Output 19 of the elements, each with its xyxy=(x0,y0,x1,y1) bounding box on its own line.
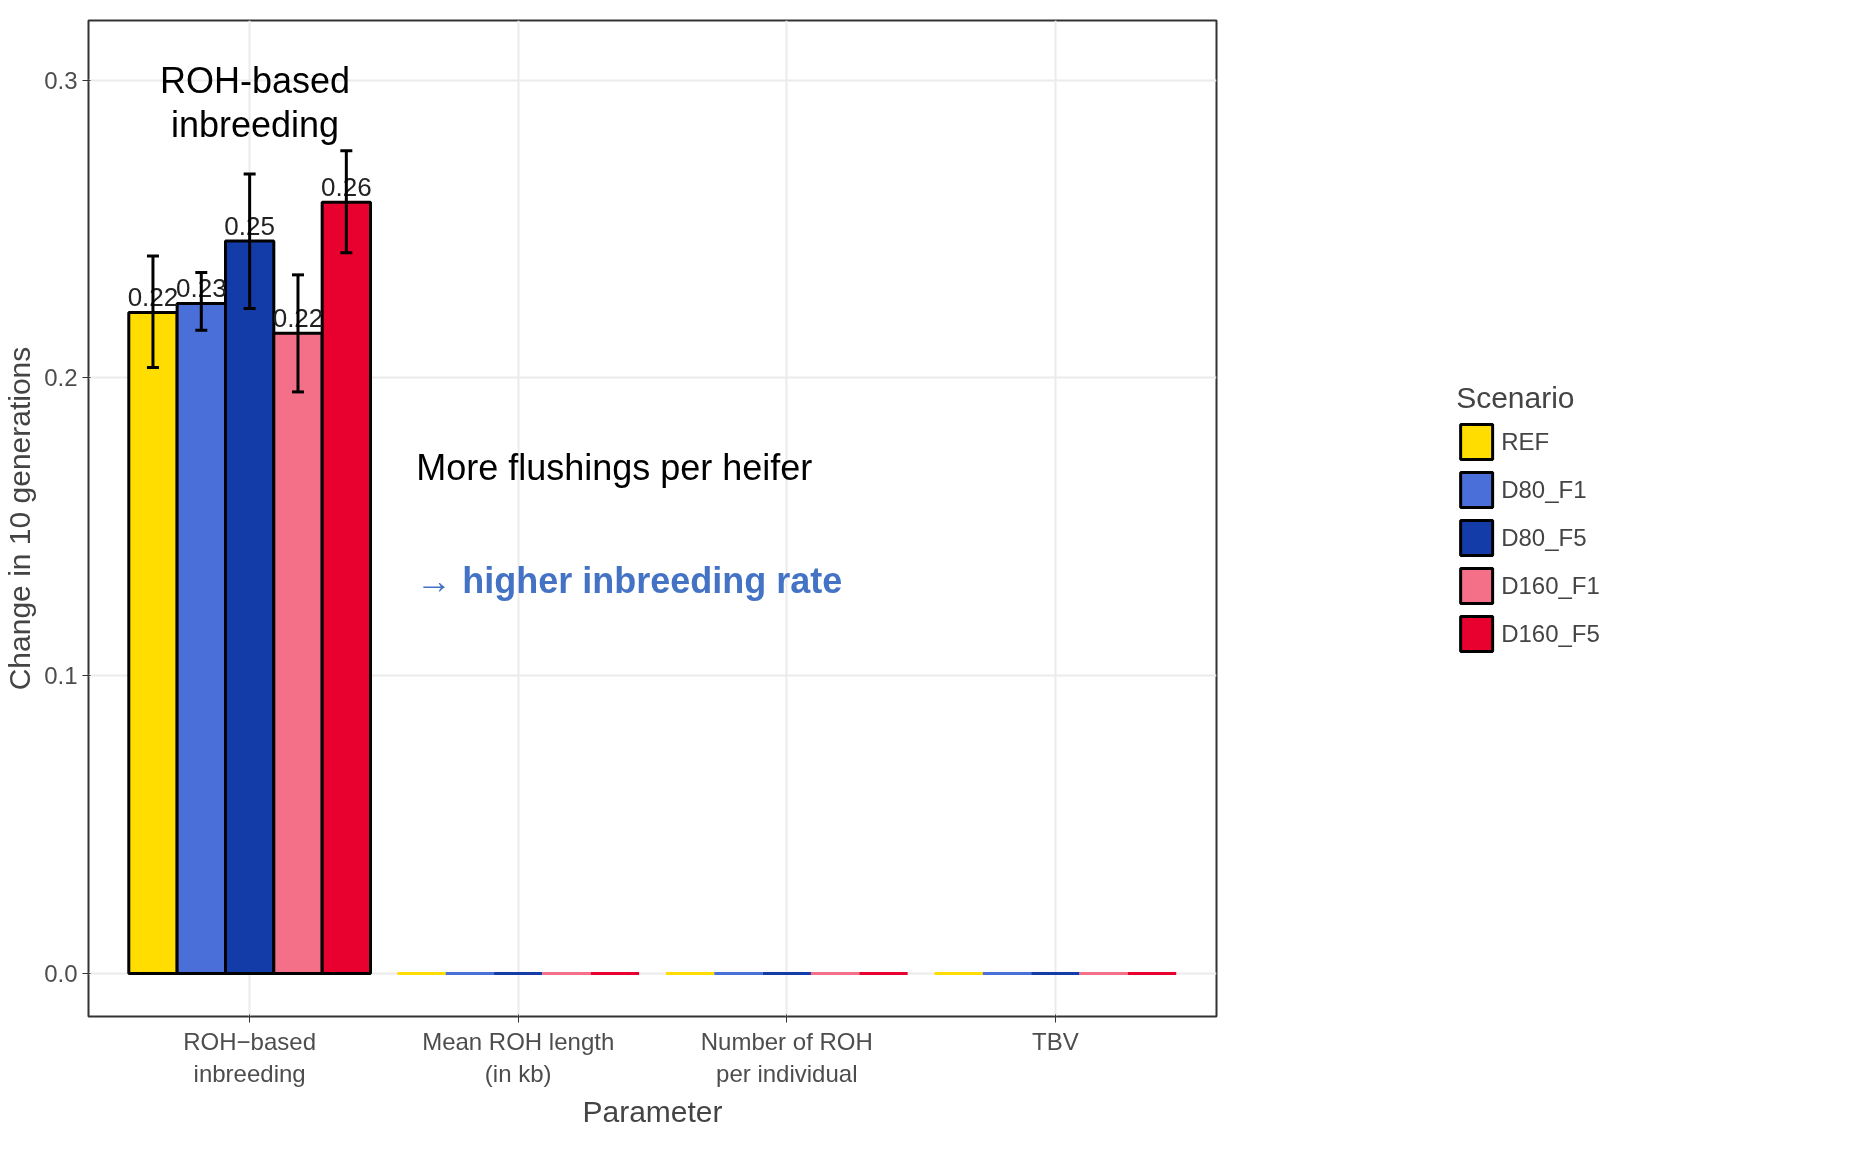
x-tick-label: ROH−based inbreeding xyxy=(183,1027,317,1087)
x-tick-label: TBV xyxy=(1032,1027,1079,1055)
legend-label: D80_F5 xyxy=(1501,523,1587,552)
annotation: More flushings per heifer xyxy=(416,446,813,488)
legend-label: D160_F5 xyxy=(1501,619,1600,648)
y-tick-label: 0.0 xyxy=(44,960,78,988)
x-axis-title: Parameter xyxy=(582,1094,723,1128)
annotation: ROH-based inbreeding xyxy=(159,59,351,145)
y-axis-title: Change in 10 generations xyxy=(3,346,37,691)
annotation: → higher inbreeding rate xyxy=(416,559,843,601)
legend-label: D80_F1 xyxy=(1501,475,1587,504)
x-tick-label: Number of ROH per individual xyxy=(700,1027,873,1087)
legend-label: REF xyxy=(1501,427,1550,456)
y-tick-label: 0.2 xyxy=(44,364,78,392)
legend-title: Scenario xyxy=(1456,380,1576,415)
y-tick-label: 0.3 xyxy=(44,66,78,94)
y-tick-label: 0.1 xyxy=(44,662,78,690)
legend-label: D160_F1 xyxy=(1501,571,1600,600)
x-tick-label: Mean ROH length (in kb) xyxy=(422,1027,615,1087)
